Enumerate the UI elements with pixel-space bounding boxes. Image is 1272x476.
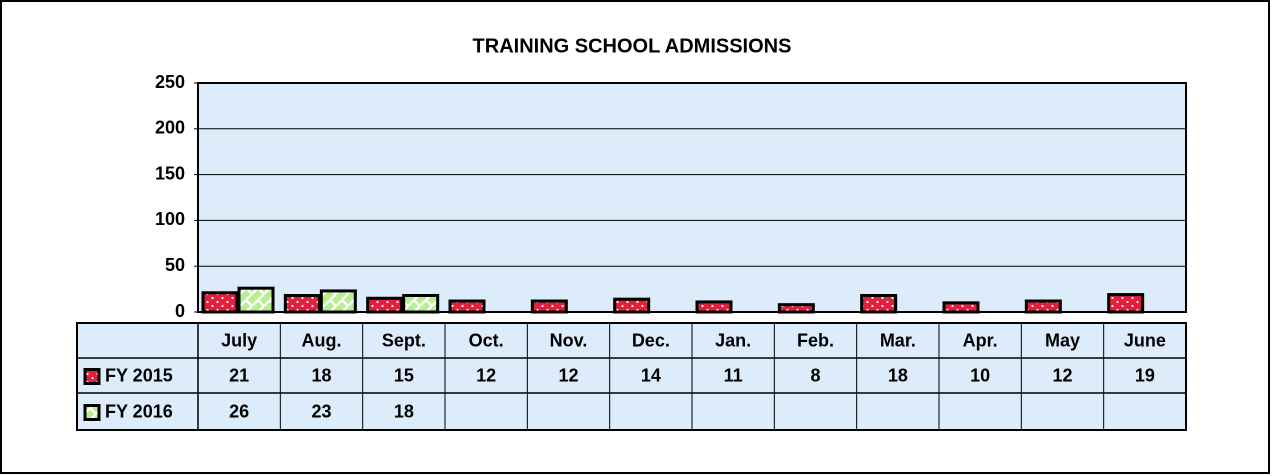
y-tick-label: 0 bbox=[175, 301, 185, 321]
table-value: 12 bbox=[476, 365, 496, 385]
plot-area bbox=[197, 82, 1187, 313]
table-value: 10 bbox=[970, 365, 990, 385]
bar bbox=[1024, 299, 1062, 314]
y-tick-label: 150 bbox=[155, 163, 185, 183]
x-tick-label: Mar. bbox=[880, 330, 916, 350]
x-tick-label: Dec. bbox=[632, 330, 670, 350]
bar bbox=[613, 297, 651, 314]
table-value: 18 bbox=[394, 401, 414, 421]
legend-label: FY 2016 bbox=[105, 401, 173, 421]
bar bbox=[942, 301, 980, 314]
y-tick-label: 200 bbox=[155, 118, 185, 138]
table-value: 19 bbox=[1135, 365, 1155, 385]
table-value: 18 bbox=[888, 365, 908, 385]
bar bbox=[530, 299, 568, 314]
data-table bbox=[76, 322, 1187, 431]
x-tick-label: Apr. bbox=[963, 330, 998, 350]
x-tick-label: Nov. bbox=[550, 330, 588, 350]
bar bbox=[695, 300, 733, 314]
bar bbox=[1107, 293, 1145, 314]
bar bbox=[777, 303, 815, 314]
x-tick-label: Feb. bbox=[797, 330, 834, 350]
table-value: 26 bbox=[229, 401, 249, 421]
y-tick-label: 100 bbox=[155, 209, 185, 229]
table-value: 12 bbox=[558, 365, 578, 385]
table-value: 14 bbox=[641, 365, 661, 385]
x-tick-label: June bbox=[1124, 330, 1166, 350]
table-value: 23 bbox=[311, 401, 331, 421]
table-value: 11 bbox=[724, 365, 743, 385]
legend-label: FY 2015 bbox=[105, 365, 173, 385]
bar bbox=[319, 289, 357, 314]
bar bbox=[448, 299, 486, 314]
y-tick-label: 50 bbox=[165, 255, 185, 275]
x-tick-label: Oct. bbox=[469, 330, 504, 350]
table-value: 15 bbox=[394, 365, 414, 385]
bar bbox=[283, 294, 321, 314]
table-value: 12 bbox=[1052, 365, 1072, 385]
x-tick-label: Jan. bbox=[715, 330, 751, 350]
table-value: 18 bbox=[311, 365, 331, 385]
x-tick-label: Sept. bbox=[382, 330, 426, 350]
x-tick-label: July bbox=[221, 330, 257, 350]
bar bbox=[237, 286, 275, 314]
bar bbox=[366, 296, 404, 314]
bar bbox=[201, 291, 239, 314]
bar bbox=[860, 294, 898, 314]
table-value: 21 bbox=[229, 365, 249, 385]
legend-key bbox=[83, 404, 101, 421]
chart-title: TRAINING SCHOOL ADMISSIONS bbox=[473, 35, 792, 57]
x-tick-label: Aug. bbox=[302, 330, 342, 350]
y-tick-label: 250 bbox=[155, 72, 185, 92]
x-tick-label: May bbox=[1045, 330, 1080, 350]
legend-key bbox=[83, 368, 101, 385]
table-value: 8 bbox=[810, 365, 820, 385]
bar bbox=[402, 294, 440, 314]
